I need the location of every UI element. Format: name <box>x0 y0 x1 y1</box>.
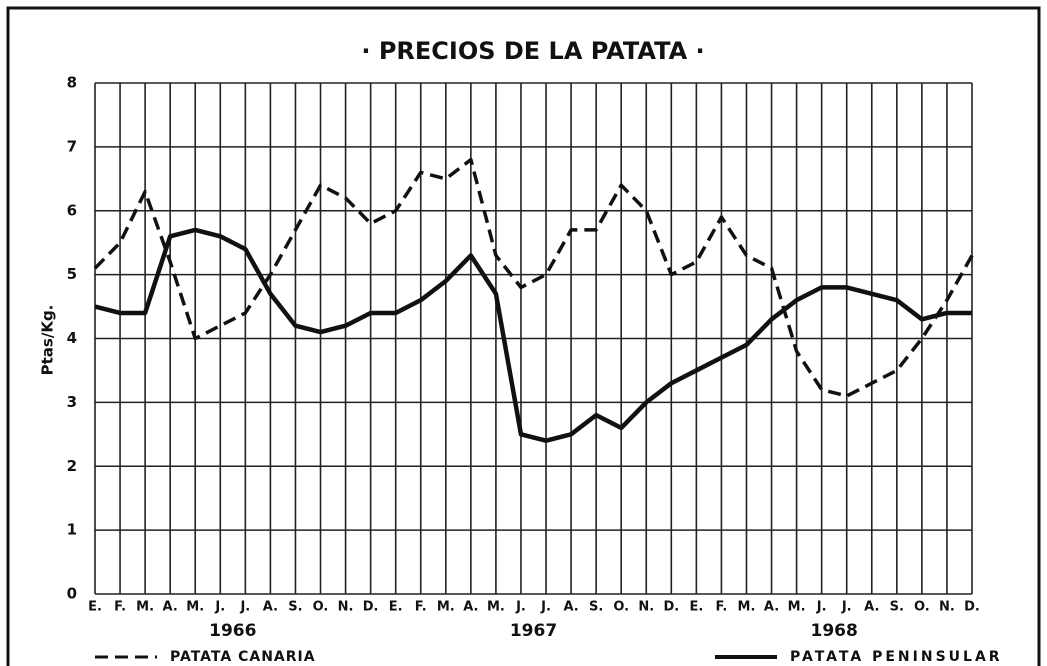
frame <box>6 6 1041 666</box>
x-tick-label: D. <box>663 600 679 615</box>
x-tick-label: F. <box>715 600 727 615</box>
x-tick-label: M. <box>437 600 455 615</box>
y-tick-label: 1 <box>67 521 77 539</box>
year-label: 1968 <box>811 621 858 641</box>
x-tick-label: N. <box>638 600 654 615</box>
y-tick-label: 3 <box>67 393 77 411</box>
x-tick-label: M. <box>788 600 806 615</box>
x-tick-label: S. <box>890 600 904 615</box>
x-tick-label: D. <box>964 600 980 615</box>
x-tick-label: O. <box>313 600 329 615</box>
y-axis-label: Ptas/Kg. <box>39 305 57 376</box>
x-tick-label: A. <box>463 600 478 615</box>
x-tick-label: A. <box>864 600 879 615</box>
x-tick-label: N. <box>939 600 955 615</box>
legend-label: PATATA PENINSULAR <box>790 649 1003 665</box>
x-tick-label: A. <box>764 600 779 615</box>
y-tick-label: 6 <box>67 201 77 219</box>
x-tick-label: S. <box>288 600 302 615</box>
x-tick-label: F. <box>114 600 126 615</box>
y-tick-label: 0 <box>67 585 77 603</box>
x-tick-label: D. <box>363 600 379 615</box>
x-tick-label: M. <box>487 600 505 615</box>
x-tick-label: A. <box>163 600 178 615</box>
year-label: 1966 <box>209 621 256 641</box>
x-tick-label: J. <box>515 600 526 615</box>
y-tick-label: 4 <box>67 329 77 347</box>
x-tick-label: M. <box>186 600 204 615</box>
x-tick-label: O. <box>613 600 629 615</box>
series-line <box>94 227 972 443</box>
x-tick-label: J. <box>239 600 250 615</box>
y-tick-label: 8 <box>67 74 77 92</box>
year-label: 1967 <box>510 621 557 641</box>
x-tick-label: J. <box>540 600 551 615</box>
y-tick-label: 5 <box>67 265 77 283</box>
x-tick-label: J. <box>816 600 827 615</box>
x-tick-label: M. <box>136 600 154 615</box>
series-line <box>93 157 974 398</box>
x-tick-label: A. <box>563 600 578 615</box>
x-tick-label: F. <box>415 600 427 615</box>
x-tick-label: A. <box>263 600 278 615</box>
x-tick-label: M. <box>738 600 756 615</box>
legend-label: PATATA CANARIA <box>170 649 316 665</box>
x-tick-label: J. <box>214 600 225 615</box>
y-tick-label: 2 <box>67 457 77 475</box>
x-tick-label: J. <box>841 600 852 615</box>
chart-title: · PRECIOS DE LA PATATA · <box>361 37 704 65</box>
x-tick-label: O. <box>914 600 930 615</box>
x-tick-label: E. <box>88 600 102 615</box>
y-tick-label: 7 <box>67 137 77 155</box>
x-tick-label: E. <box>689 600 703 615</box>
x-tick-label: E. <box>389 600 403 615</box>
x-tick-label: N. <box>338 600 354 615</box>
x-tick-label: S. <box>589 600 603 615</box>
